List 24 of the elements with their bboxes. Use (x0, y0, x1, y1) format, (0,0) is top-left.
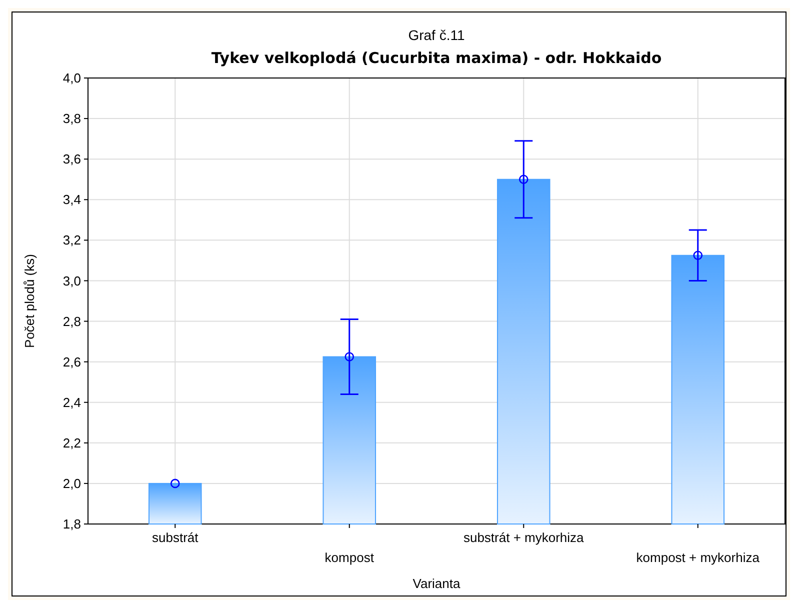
y-tick-label: 3,0 (62, 273, 81, 288)
y-tick-label: 3,2 (62, 232, 81, 248)
point (518, 174, 528, 184)
y-axis-title: Počet plodů (ks) (22, 254, 37, 348)
point (344, 352, 354, 362)
y-tick-label: 4,0 (62, 70, 81, 86)
y-tick-label: 2,2 (62, 435, 81, 450)
point (693, 250, 703, 260)
y-tick-label: 3,8 (62, 111, 81, 126)
y-tick-label: 3,6 (62, 152, 81, 167)
y-tick-label: 2,8 (62, 314, 81, 329)
y-tick-label: 3,4 (62, 192, 81, 208)
y-tick-label: 1,8 (62, 516, 81, 532)
point (170, 478, 180, 488)
chart-subtitle: Tykev velkoplodá (Cucurbita maxima) - odr. Hokkaido (211, 49, 662, 67)
y-tick-label: 2,0 (62, 476, 81, 492)
y-tick-label: 2,4 (62, 394, 81, 410)
x-tick-label: substrát (152, 530, 199, 545)
y-tick-label: 2,6 (62, 354, 81, 370)
x-axis-title: Varianta (412, 576, 461, 591)
x-tick-label: kompost + mykorhiza (636, 550, 760, 565)
x-tick-label: kompost (324, 550, 374, 565)
x-tick-label: substrát + mykorhiza (463, 530, 585, 545)
chart-title: Graf č.11 (408, 27, 465, 43)
